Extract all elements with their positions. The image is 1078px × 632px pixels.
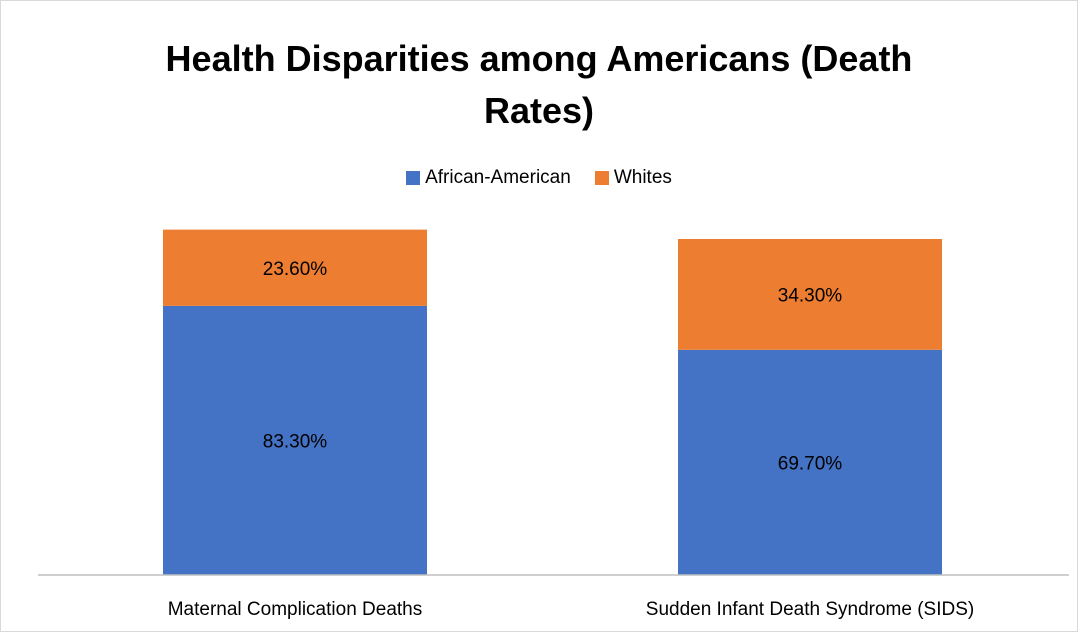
- data-label-african-american-2: 69.70%: [778, 453, 843, 474]
- bar-african-american-1: [163, 305, 427, 575]
- bar-whites-2: [678, 239, 942, 350]
- x-tick-label-2: Sudden Infant Death Syndrome (SIDS): [646, 599, 974, 620]
- legend: African-American Whites: [1, 167, 1077, 189]
- legend-swatch-african-american: [406, 171, 421, 185]
- data-label-whites-2: 34.30%: [778, 285, 843, 306]
- x-tick-label-1: Maternal Complication Deaths: [168, 599, 423, 620]
- chart-title-line-2: Rates): [483, 90, 595, 131]
- chart-title: Health Disparities among Americans (Deat…: [1, 33, 1077, 137]
- bar-whites-1: [163, 229, 427, 306]
- legend-label-whites: Whites: [613, 167, 672, 188]
- legend-label-african-american: African-American: [425, 167, 571, 188]
- bar-african-american-2: [678, 349, 942, 575]
- chart-title-line-1: Health Disparities among Americans (Deat…: [165, 38, 913, 79]
- legend-item-african-american: African-American: [406, 167, 571, 189]
- data-label-african-american-1: 83.30%: [263, 431, 328, 452]
- legend-swatch-whites: [594, 171, 609, 185]
- data-label-whites-1: 23.60%: [263, 259, 328, 280]
- legend-item-whites: Whites: [594, 167, 672, 189]
